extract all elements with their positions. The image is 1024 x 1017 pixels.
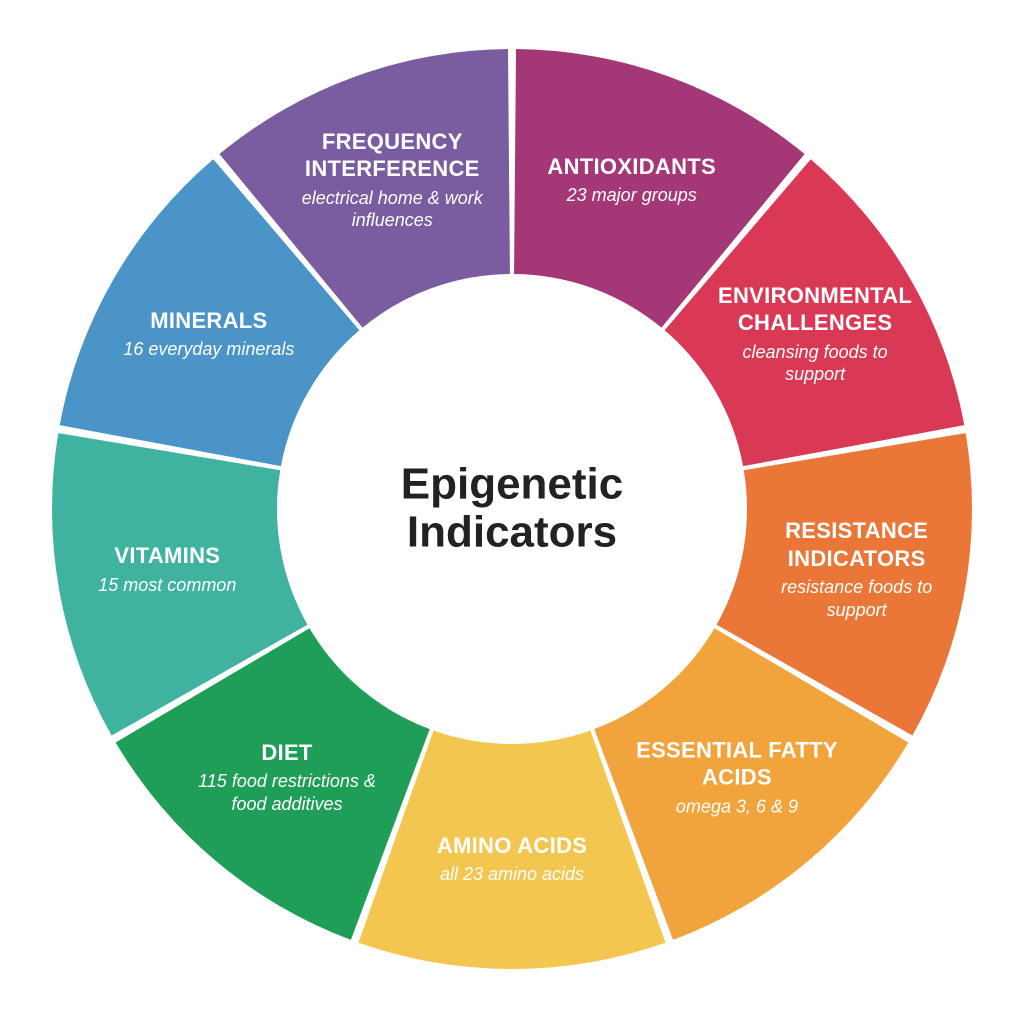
segment-label: VITAMINS 15 most common	[62, 542, 272, 596]
segment-label: RESISTANCE INDICATORSresistance foods to…	[752, 517, 962, 621]
segment-subtitle: electrical home & work influences	[287, 187, 497, 232]
segment-title: ANTIOXIDANTS	[527, 153, 737, 181]
segment-subtitle: 23 major groups	[527, 184, 737, 207]
segment-subtitle: omega 3, 6 & 9	[632, 795, 842, 818]
segment-title: DIET	[182, 738, 392, 766]
segment-title: VITAMINS	[62, 542, 272, 570]
segment-label: MINERALS 16 everyday minerals	[104, 307, 314, 361]
segment-label: DIET 115 food restrictions & food additiv…	[182, 738, 392, 815]
segment-label: FREQUENCY INTERFERENCEelectrical home & …	[287, 128, 497, 232]
center-title-line1: Epigenetic	[401, 460, 624, 508]
segment-subtitle: cleansing foods to support	[710, 341, 920, 386]
segment-subtitle: resistance foods to support	[752, 576, 962, 621]
segment-subtitle: 16 everyday minerals	[104, 338, 314, 361]
segment-label: ENVIRONMENTAL CHALLENGEScleansing foods …	[710, 282, 920, 386]
segment-subtitle: all 23 amino acids	[407, 863, 617, 886]
segment-title: RESISTANCE INDICATORS	[752, 517, 962, 572]
segment-label: ESSENTIAL FATTY ACIDS omega 3, 6 & 9	[632, 736, 842, 818]
center-title-line2: Indicators	[401, 509, 624, 557]
segment-title: ESSENTIAL FATTY ACIDS	[632, 736, 842, 791]
segment-title: FREQUENCY INTERFERENCE	[287, 128, 497, 183]
segment-subtitle: 115 food restrictions & food additives	[182, 770, 392, 815]
segment-title: ENVIRONMENTAL CHALLENGES	[710, 282, 920, 337]
segment-label: AMINO ACIDS all 23 amino acids	[407, 832, 617, 886]
segment-title: MINERALS	[104, 307, 314, 335]
segment-label: ANTIOXIDANTS 23 major groups	[527, 153, 737, 207]
segment-title: AMINO ACIDS	[407, 832, 617, 860]
segment-subtitle: 15 most common	[62, 574, 272, 597]
chart-center-title: Epigenetic Indicators	[401, 460, 624, 557]
